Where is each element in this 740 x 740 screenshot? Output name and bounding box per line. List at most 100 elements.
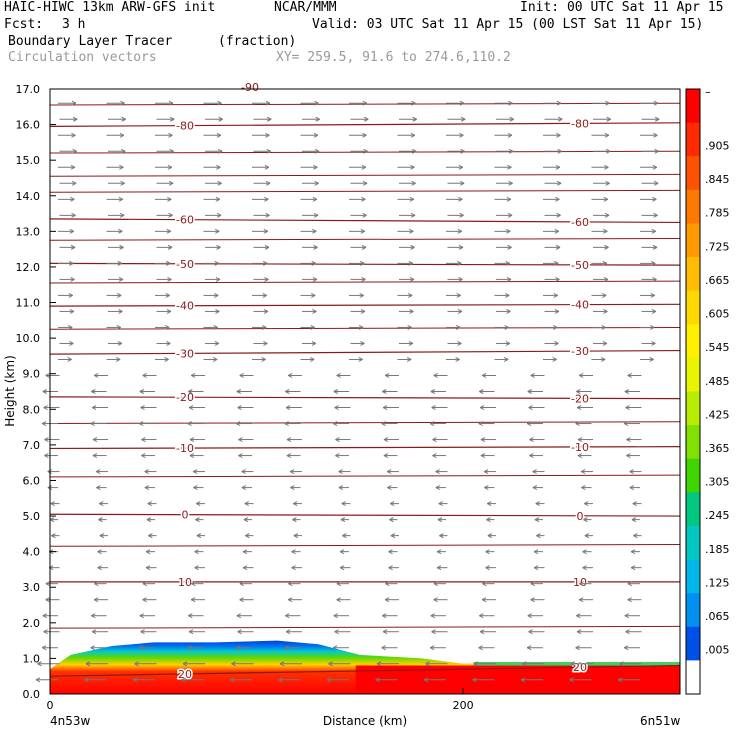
wind-vector-head — [194, 565, 199, 571]
wind-vector-head — [652, 276, 657, 282]
wind-vector-head — [289, 469, 295, 475]
wind-vector-head — [361, 196, 366, 202]
colorbar-swatch — [686, 425, 700, 460]
wind-vector-head — [244, 501, 249, 507]
wind-vector-head — [653, 100, 659, 106]
colorbar-label: .365 — [705, 442, 730, 455]
wind-vector-head — [458, 244, 464, 250]
wind-vector-head — [292, 501, 298, 507]
wind-vector-head — [481, 373, 487, 378]
wind-vector-head — [603, 276, 609, 282]
wind-vector-head — [243, 517, 249, 523]
contour-label: -50 — [176, 258, 194, 271]
wind-vector-head — [235, 645, 241, 651]
wind-vector-head — [554, 228, 560, 234]
wind-vector-head — [429, 645, 435, 651]
wind-vector-head — [433, 597, 438, 603]
colorbar-label: .125 — [705, 576, 730, 589]
contour-label: 10 — [178, 576, 192, 589]
wind-vector-head — [432, 437, 437, 442]
wind-vector-head — [217, 100, 222, 106]
wind-vector-head — [285, 629, 291, 635]
y-tick-label: 8.0 — [23, 403, 41, 416]
wind-vector-head — [237, 629, 242, 635]
wind-vector-head — [506, 196, 512, 202]
wind-vector-head — [460, 116, 466, 122]
wind-vector-head — [406, 357, 412, 362]
contour-label: -40 — [176, 300, 194, 313]
wind-vector-head — [94, 581, 99, 587]
wind-vector-head — [189, 437, 195, 442]
wind-vector-head — [43, 629, 48, 635]
wind-vector-head — [457, 308, 463, 314]
wind-vector-head — [358, 324, 364, 330]
wind-vector-head — [312, 308, 317, 314]
contour-label: -10 — [176, 442, 194, 455]
wind-vector-head — [632, 501, 637, 507]
wind-vector-head — [554, 308, 560, 314]
wind-vector-head — [50, 501, 55, 507]
wind-vector-head — [578, 373, 584, 378]
wind-vector-head — [286, 437, 292, 442]
colorbar-swatch — [686, 492, 700, 527]
wind-vector-head — [479, 405, 485, 410]
wind-vector-head — [339, 549, 345, 555]
wind-vector-head — [235, 421, 241, 426]
wind-vector-head — [576, 405, 582, 410]
wind-vector-head — [41, 645, 47, 651]
contour-line — [49, 173, 681, 177]
wind-vector-head — [328, 661, 333, 667]
wind-vector-head — [313, 164, 318, 170]
wind-vector-head — [382, 405, 388, 410]
wind-vector-head — [435, 485, 441, 491]
wind-vector-head — [410, 244, 415, 250]
wind-vector-head — [92, 437, 98, 442]
wind-vector-head — [528, 629, 533, 635]
wind-vector-head — [236, 613, 241, 619]
contour-label: -20 — [571, 392, 589, 405]
colorbar-swatch — [686, 257, 700, 292]
wind-vector-head — [190, 373, 196, 378]
wind-vector-head — [333, 613, 338, 619]
wind-vector-head — [194, 549, 199, 555]
wind-vector-head — [115, 357, 121, 362]
wind-vector-head — [481, 597, 487, 603]
org-label: NCAR/MMM — [274, 0, 337, 15]
wind-vector-head — [556, 180, 562, 186]
colorbar-label: .245 — [705, 509, 730, 522]
wind-vector-head — [376, 661, 382, 667]
wind-vector-head — [196, 533, 202, 539]
wind-vector-head — [388, 565, 393, 571]
wind-vector-head — [70, 276, 75, 282]
colorbar-label: .605 — [705, 308, 730, 321]
wind-vector-head — [460, 148, 465, 154]
wind-vector-head — [242, 565, 248, 571]
colorbar-swatch — [686, 559, 700, 594]
y-tick-label: 17.0 — [16, 83, 41, 96]
wind-vector-head — [624, 389, 630, 394]
wind-vector-head — [407, 324, 412, 330]
wind-vector-head — [71, 180, 77, 186]
wind-vector-head — [336, 373, 341, 378]
colorbar-label: .005 — [705, 644, 730, 657]
wind-vector-head — [604, 244, 609, 250]
wind-vector-head — [119, 244, 124, 250]
wind-vector-head — [554, 341, 559, 346]
wind-vector-head — [93, 597, 99, 603]
wind-vector-head — [577, 437, 583, 442]
wind-vector-head — [238, 453, 243, 459]
wind-vector-head — [239, 581, 245, 587]
wind-vector-head — [216, 132, 222, 138]
wind-vector-head — [167, 276, 172, 282]
y-tick-label: 11.0 — [16, 297, 41, 310]
wind-vector-head — [278, 677, 283, 683]
wind-vector-head — [95, 469, 101, 475]
wind-vector-head — [479, 613, 484, 619]
wind-vector-head — [69, 260, 74, 266]
colorbar-label: .545 — [705, 341, 730, 354]
wind-vector-head — [577, 453, 583, 459]
wind-vector-head — [314, 148, 320, 154]
wind-vector-head — [627, 581, 633, 587]
wind-vector-head — [41, 421, 47, 426]
wind-vector-head — [262, 292, 267, 298]
